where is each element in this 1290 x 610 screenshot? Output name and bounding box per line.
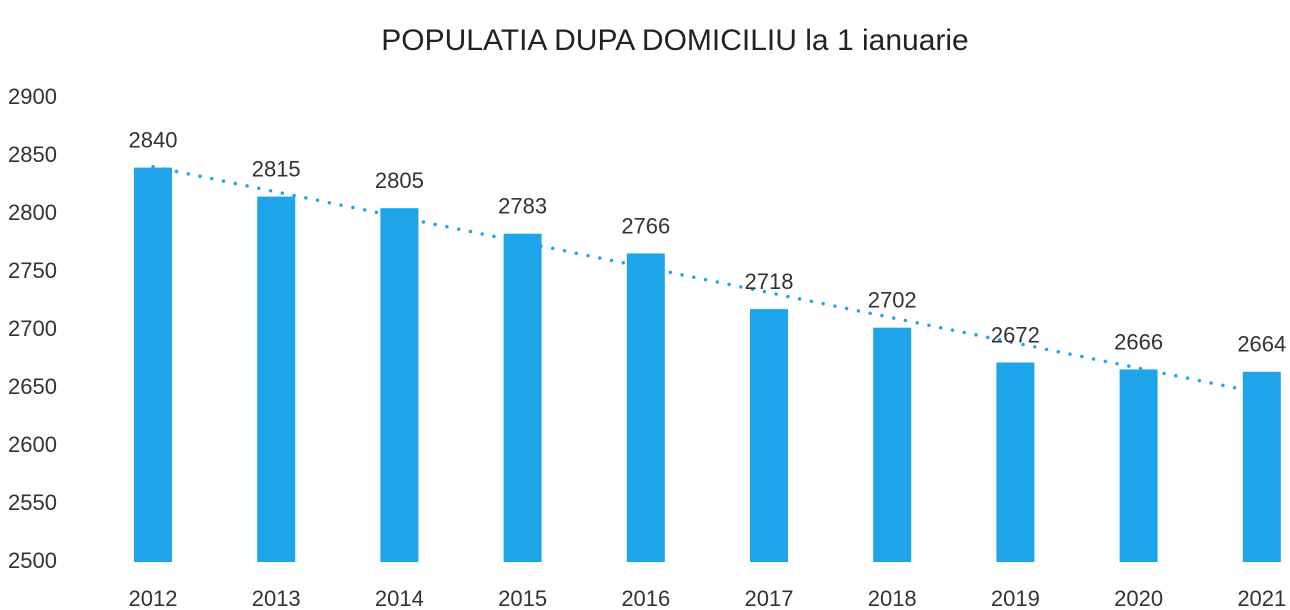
chart-title: POPULATIA DUPA DOMICILIU la 1 ianuarie <box>381 24 968 57</box>
y-tick-label: 2550 <box>8 490 57 515</box>
data-label: 2702 <box>868 287 917 312</box>
x-tick-label: 2014 <box>375 586 424 610</box>
bar <box>380 208 419 562</box>
x-tick-label: 2019 <box>991 586 1040 610</box>
y-tick-label: 2900 <box>8 84 57 109</box>
x-tick-label: 2017 <box>745 586 794 610</box>
y-tick-label: 2650 <box>8 374 57 399</box>
x-tick-label: 2015 <box>498 586 547 610</box>
bar <box>626 253 665 562</box>
data-label: 2666 <box>1114 329 1163 354</box>
y-tick-label: 2700 <box>8 316 57 341</box>
data-label: 2664 <box>1237 332 1286 357</box>
data-label: 2840 <box>129 127 178 152</box>
x-tick-label: 2020 <box>1114 586 1163 610</box>
bar <box>1119 369 1158 562</box>
bar <box>503 233 542 562</box>
data-label: 2815 <box>252 156 301 181</box>
x-tick-label: 2018 <box>868 586 917 610</box>
data-label: 2672 <box>991 322 1040 347</box>
bar <box>257 196 296 562</box>
y-tick-label: 2500 <box>8 548 57 573</box>
bar <box>1242 371 1281 562</box>
data-label: 2766 <box>621 213 670 238</box>
y-tick-label: 2600 <box>8 432 57 457</box>
bar <box>873 327 912 562</box>
x-tick-label: 2013 <box>252 586 301 610</box>
trendline <box>151 164 1264 396</box>
bar <box>134 167 172 562</box>
x-tick-label: 2021 <box>1237 586 1286 610</box>
data-label: 2783 <box>498 194 547 219</box>
data-label: 2805 <box>375 168 424 193</box>
x-tick-label: 2012 <box>129 586 178 610</box>
data-label: 2718 <box>745 269 794 294</box>
y-tick-label: 2850 <box>8 142 57 167</box>
x-tick-label: 2016 <box>621 586 670 610</box>
bar <box>750 309 788 562</box>
y-tick-label: 2800 <box>8 200 57 225</box>
bar <box>996 362 1035 562</box>
y-tick-label: 2750 <box>8 258 57 283</box>
